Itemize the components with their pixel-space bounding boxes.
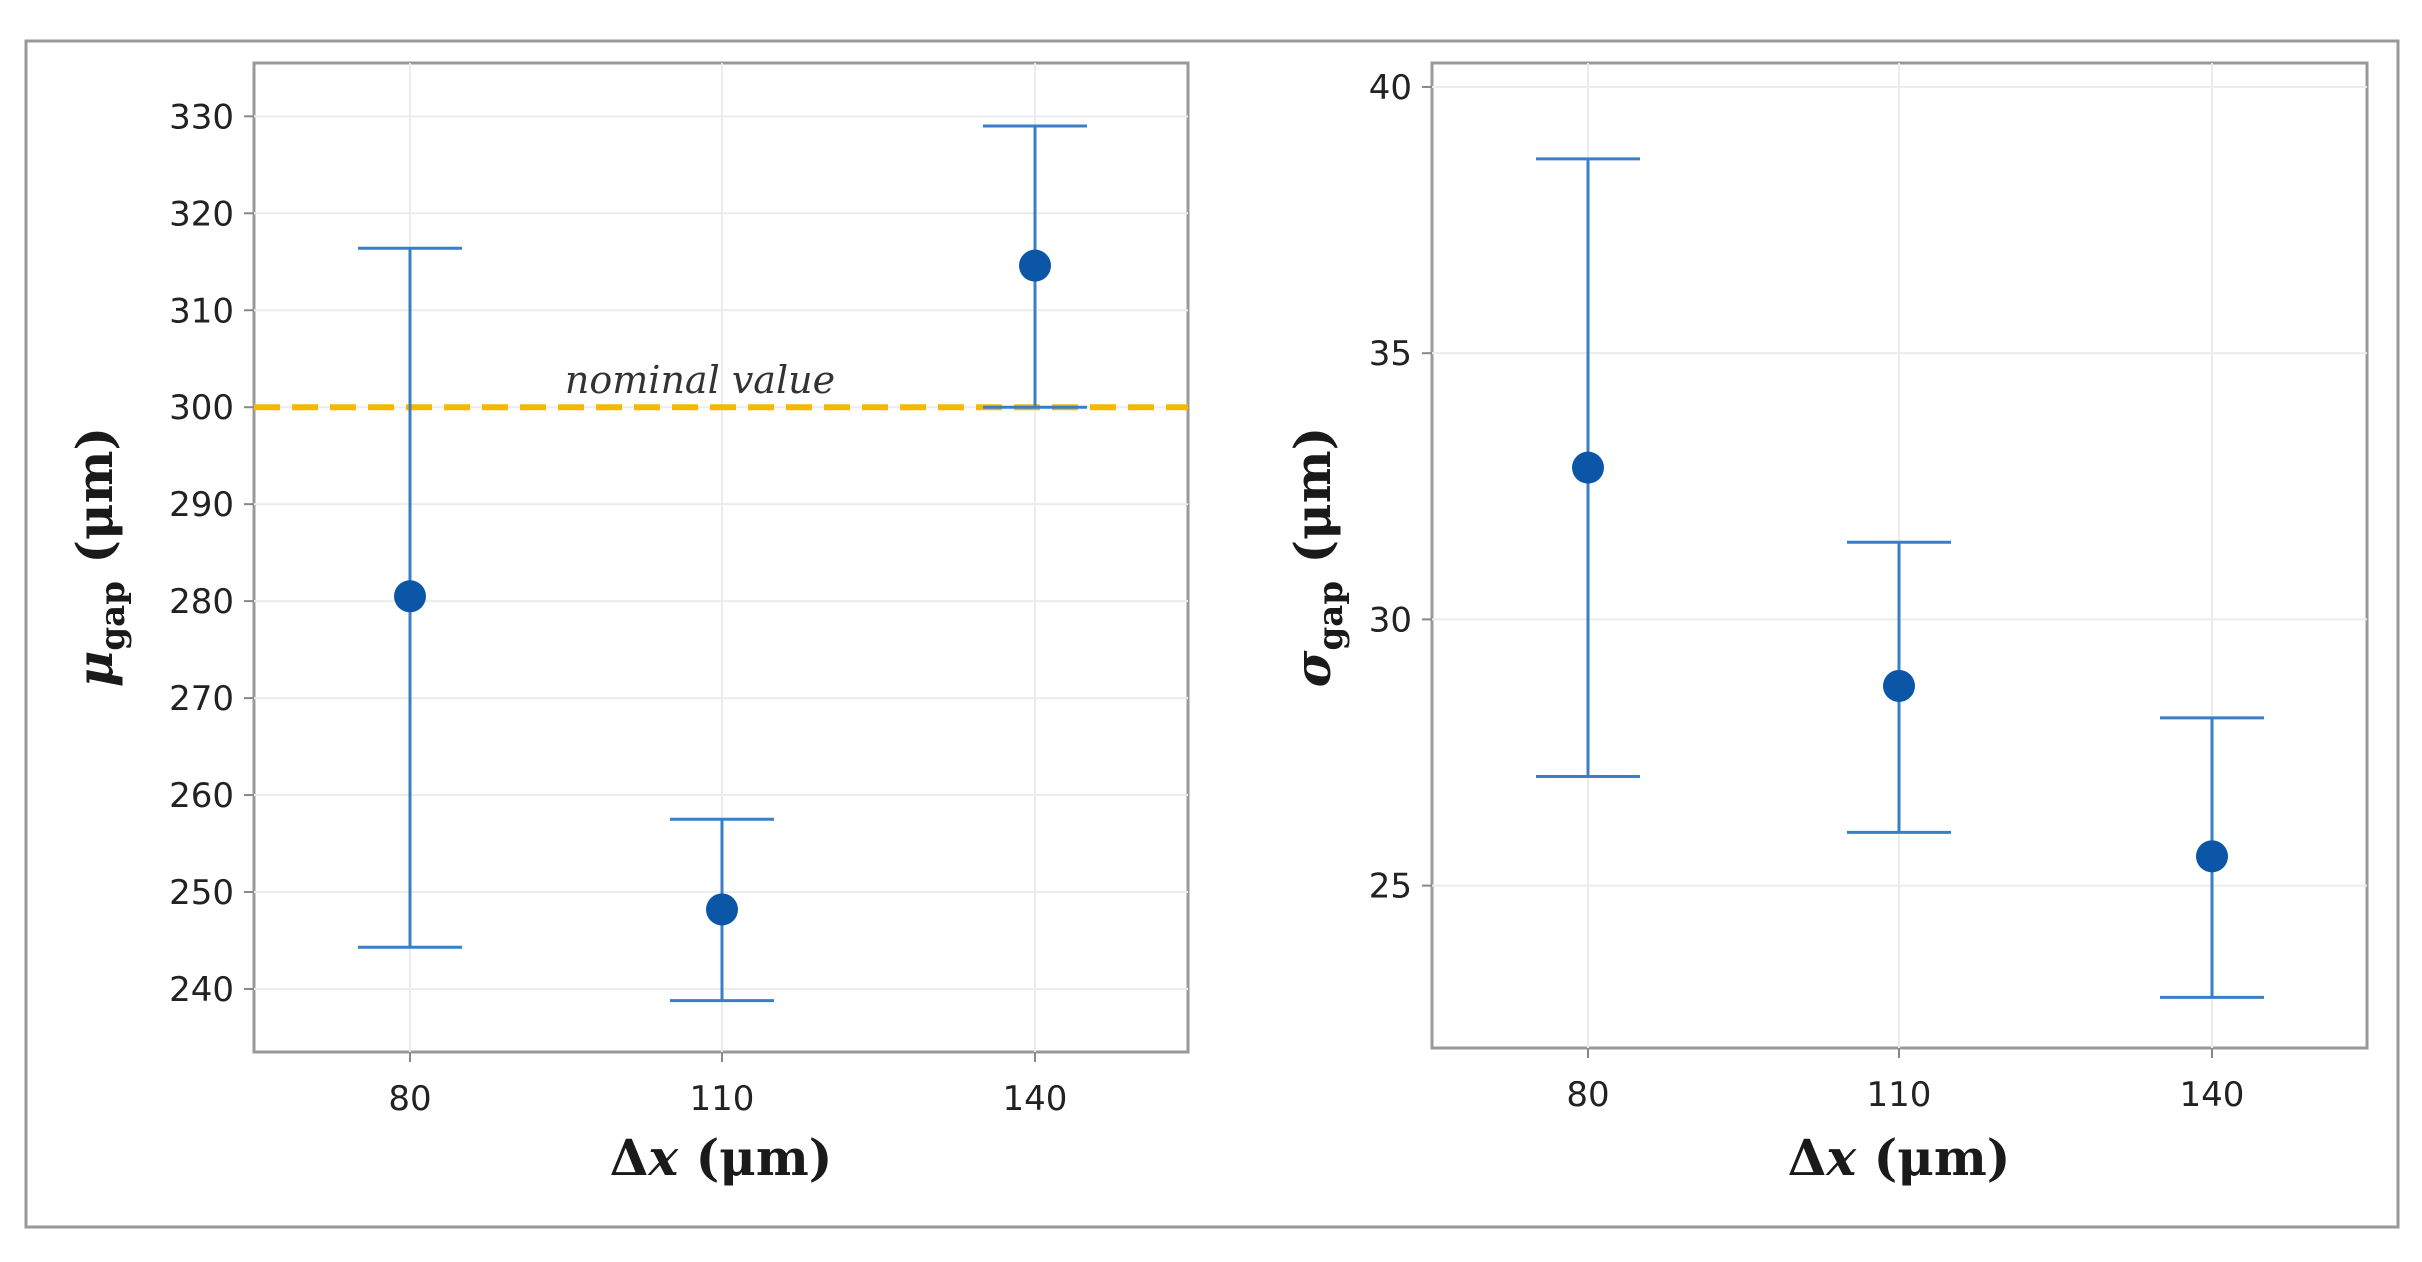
y-tick-label: 35 (1369, 334, 1412, 374)
mean-point-80 (1572, 451, 1604, 484)
y-axis-title-sigma: σgap (μm) (1283, 427, 1351, 688)
x-tick-label: 110 (1867, 1075, 1932, 1115)
x-tick-label: 80 (388, 1079, 431, 1119)
mean-point-80 (394, 580, 426, 613)
y-ticks-sigma: 25 30 35 40 (1369, 68, 1432, 907)
x-tick-label: 140 (2180, 1075, 2245, 1115)
mean-point-140 (2196, 840, 2228, 873)
x-axis-title-mu: Δx (μm) (610, 1128, 833, 1187)
y-axis-title-mu: μgap (μm) (65, 427, 133, 687)
x-ticks-sigma: 80 110 140 (1566, 1048, 2244, 1115)
y-tick-label: 270 (169, 679, 234, 719)
nominal-value-label: nominal value (565, 358, 835, 402)
y-tick-label: 25 (1369, 867, 1412, 907)
y-tick-label: 310 (169, 291, 234, 331)
y-ticks-mu: 240 250 260 270 280 290 300 310 320 330 (169, 97, 254, 1010)
mean-point-110 (1883, 669, 1915, 702)
y-tick-label: 40 (1369, 68, 1412, 108)
y-tick-label: 330 (169, 97, 234, 137)
y-tick-label: 260 (169, 776, 234, 816)
y-tick-label: 30 (1369, 600, 1412, 640)
x-tick-label: 110 (690, 1079, 755, 1119)
x-ticks-mu: 80 110 140 (388, 1052, 1067, 1119)
x-tick-label: 140 (1003, 1079, 1068, 1119)
x-axis-title-sigma: Δx (μm) (1788, 1128, 2011, 1187)
y-tick-label: 280 (169, 582, 234, 622)
y-tick-label: 240 (169, 970, 234, 1010)
y-tick-label: 250 (169, 873, 234, 913)
x-tick-label: 80 (1566, 1075, 1609, 1115)
mean-point-140 (1019, 249, 1051, 282)
mean-points-sigma (1572, 451, 2228, 873)
y-tick-label: 320 (169, 194, 234, 234)
y-tick-label: 300 (169, 388, 234, 428)
mean-points-mu (394, 249, 1051, 926)
chart-panel-sigma-gap: 25 30 35 40 80 110 140 Δx (μm) σgap (μm) (1283, 61, 2369, 1187)
mean-point-110 (706, 893, 738, 926)
y-tick-label: 290 (169, 485, 234, 525)
